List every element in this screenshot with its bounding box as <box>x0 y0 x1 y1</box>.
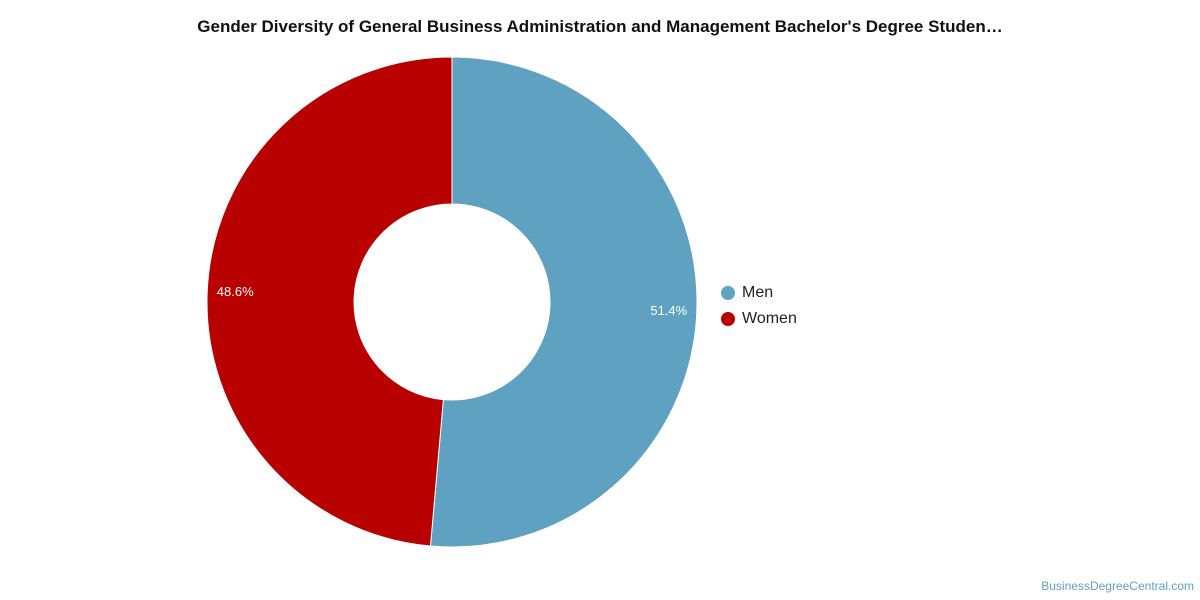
data-label-women: 48.6% <box>217 284 254 299</box>
legend-swatch-men <box>721 286 735 300</box>
chart-title: Gender Diversity of General Business Adm… <box>197 17 1003 36</box>
data-label-men: 51.4% <box>650 303 687 318</box>
legend: Men Women <box>721 280 797 332</box>
legend-item-women[interactable]: Women <box>721 306 797 332</box>
slice-women[interactable] <box>206 56 453 547</box>
data-labels-group: 51.4% 48.6% <box>217 284 688 318</box>
slices-group <box>206 56 698 548</box>
legend-swatch-women <box>721 312 735 326</box>
site-credit[interactable]: BusinessDegreeCentral.com <box>1041 579 1194 593</box>
legend-item-men[interactable]: Men <box>721 280 797 306</box>
slice-men[interactable] <box>429 56 698 548</box>
legend-label-women: Women <box>742 310 797 327</box>
legend-label-men: Men <box>742 284 774 301</box>
